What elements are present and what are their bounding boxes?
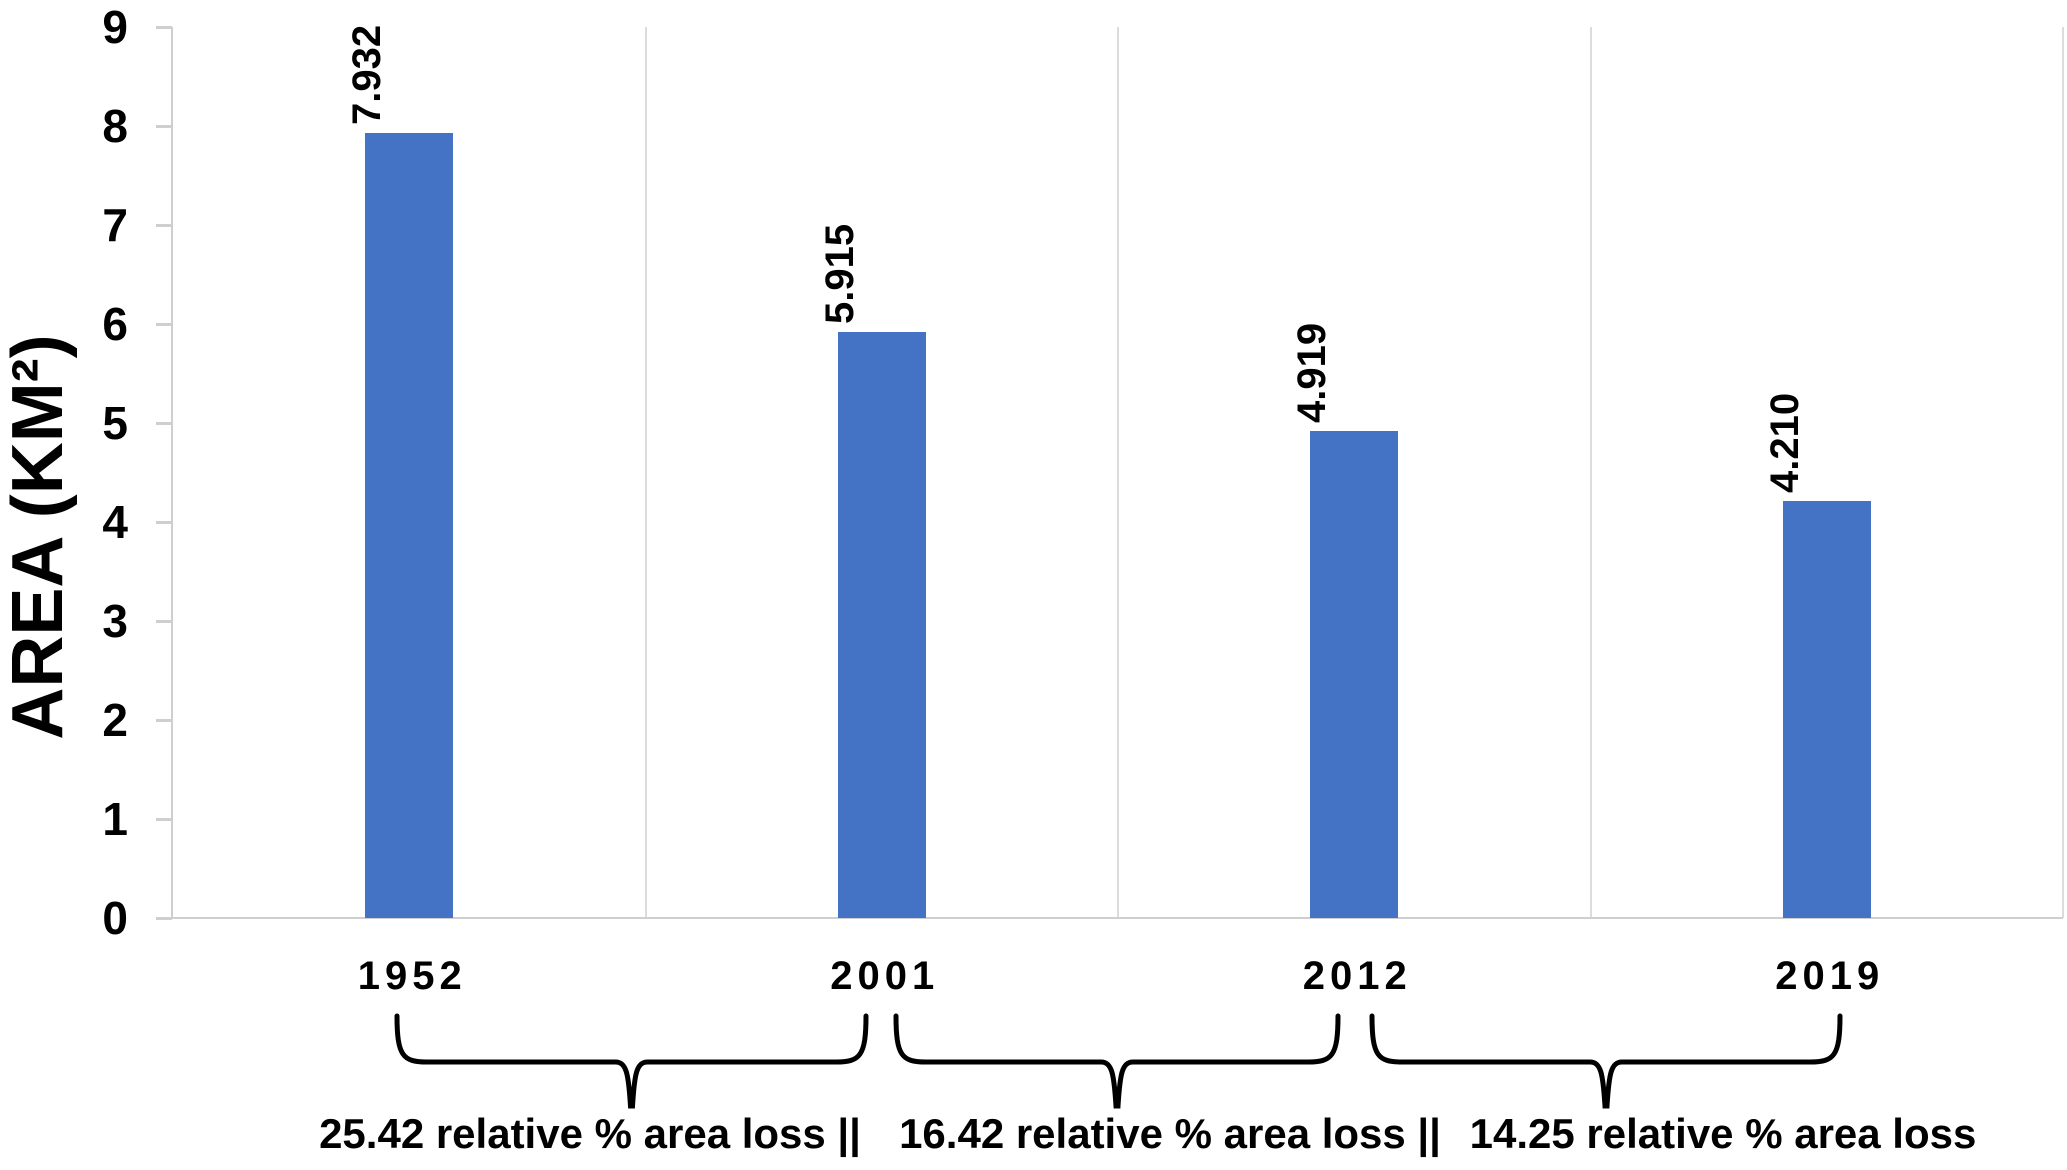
- annotation-label: 14.25 relative % area loss: [1469, 1110, 1977, 1157]
- bar-2001: [837, 332, 926, 918]
- y-tick-label: 4: [102, 496, 128, 548]
- y-tick-mark: [156, 323, 172, 326]
- curly-brace: [893, 1013, 1341, 1109]
- y-tick-label: 1: [102, 793, 128, 845]
- y-tick-label: 7: [102, 199, 128, 251]
- category-separator: [1117, 27, 1119, 918]
- bar-2012: [1310, 431, 1399, 918]
- category-separator: [644, 27, 647, 918]
- category-separator: [1589, 27, 1592, 918]
- curly-brace: [394, 1013, 869, 1109]
- y-tick-label: 2: [102, 694, 128, 746]
- bar-value-label: 5.915: [817, 224, 862, 325]
- y-tick-mark: [156, 26, 172, 29]
- y-tick-label: 0: [102, 892, 128, 944]
- curly-brace: [1369, 1013, 1843, 1109]
- category-separator: [2062, 27, 2064, 918]
- category-label-2012: 2012: [1302, 954, 1412, 998]
- y-tick-mark: [156, 224, 172, 227]
- y-tick-mark: [156, 422, 172, 425]
- annotation-label: 25.42 relative % area loss ||: [319, 1110, 861, 1157]
- category-label-2001: 2001: [830, 954, 940, 998]
- y-tick-mark: [156, 620, 172, 623]
- bar-value-label: 7.932: [345, 24, 390, 125]
- bar-value-label: 4.919: [1290, 322, 1335, 424]
- y-tick-mark: [156, 719, 172, 722]
- y-tick-label: 3: [102, 595, 128, 647]
- y-tick-mark: [156, 818, 172, 821]
- y-tick-label: 9: [102, 1, 128, 53]
- y-tick-label: 6: [102, 298, 128, 350]
- y-tick-mark: [156, 521, 172, 524]
- category-label-1952: 1952: [357, 954, 467, 998]
- category-label-2019: 2019: [1775, 954, 1885, 998]
- x-axis-line: [171, 917, 2063, 919]
- bar-value-label: 4.210: [1762, 393, 1807, 494]
- bar-1952: [365, 132, 454, 918]
- y-tick-mark: [156, 917, 172, 920]
- y-axis-line: [171, 27, 173, 918]
- y-tick-label: 8: [102, 100, 128, 152]
- y-tick-label: 5: [102, 397, 128, 449]
- annotation-label: 16.42 relative % area loss ||: [899, 1110, 1441, 1157]
- y-tick-mark: [156, 125, 172, 128]
- bar-2019: [1782, 501, 1871, 918]
